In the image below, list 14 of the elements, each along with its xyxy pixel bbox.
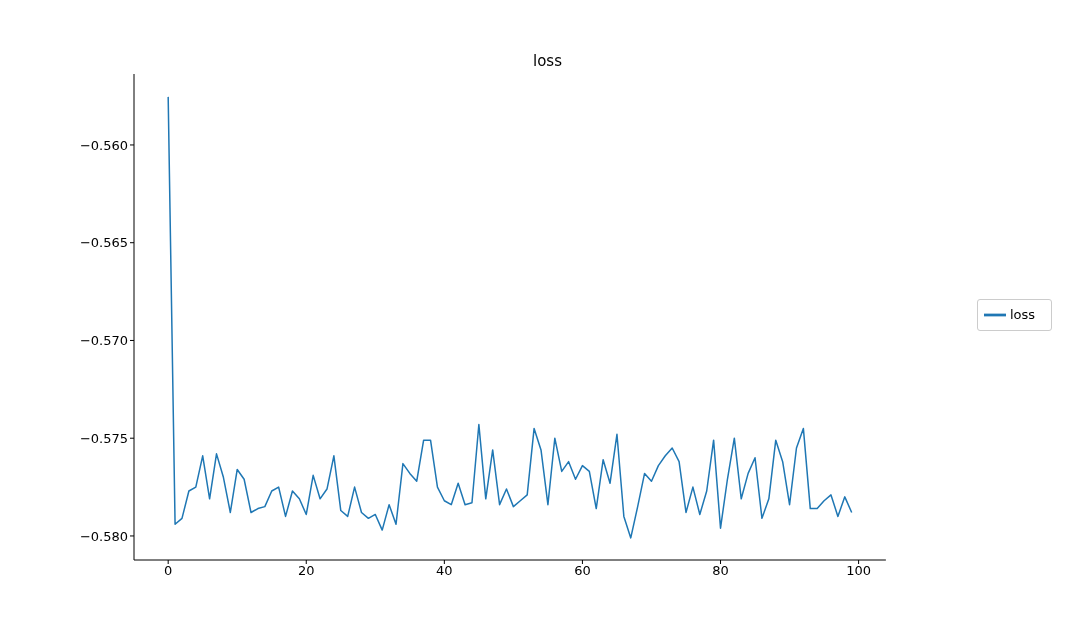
x-tick-label: 100 bbox=[846, 563, 872, 579]
y-tick-label: −0.565 bbox=[79, 235, 128, 251]
legend-label: loss bbox=[1009, 306, 1035, 321]
x-tick-label: 80 bbox=[712, 563, 729, 579]
x-tick-label: 40 bbox=[436, 563, 453, 579]
line-series bbox=[167, 96, 853, 539]
x-tick-label: 20 bbox=[297, 563, 315, 579]
y-tick-label: −0.575 bbox=[79, 430, 128, 446]
chart-title: loss bbox=[532, 52, 563, 70]
x-tick-label: 0 bbox=[164, 563, 173, 579]
y-tick-label: −0.560 bbox=[79, 137, 128, 153]
x-tick-label: 60 bbox=[574, 563, 591, 579]
y-tick-label: −0.580 bbox=[79, 528, 128, 544]
y-tick-label: −0.570 bbox=[79, 333, 128, 349]
